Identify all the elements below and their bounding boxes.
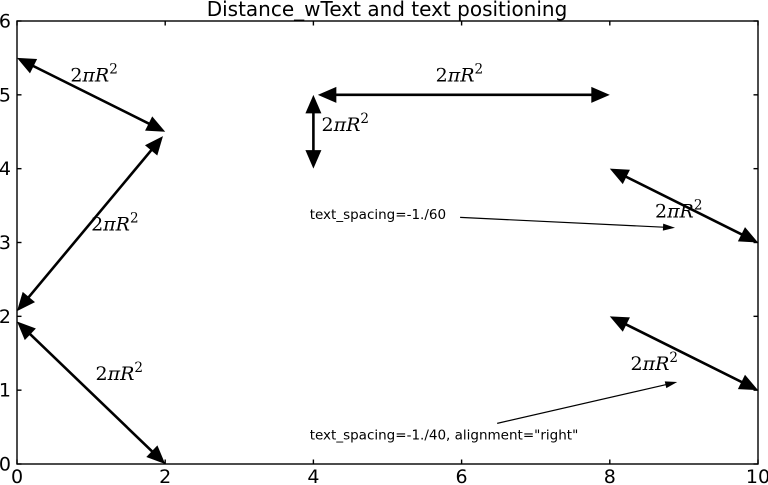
x-tick-label: 6 (456, 466, 468, 485)
y-tick-label: 5 (0, 84, 11, 106)
arrowhead-end (737, 227, 758, 243)
annotation-arrow-shaft (497, 383, 669, 424)
axes-frame (16, 20, 759, 465)
arrow-shaft (26, 330, 156, 455)
y-ticks: 0 1 2 3 4 5 6 (0, 11, 758, 476)
annotation-spacing-40: text_spacing=-1./40, alignment="right" (310, 381, 678, 444)
x-tick-label: 4 (307, 466, 319, 485)
arrowhead-start (317, 86, 337, 103)
distance-label: 2πR2 (655, 197, 702, 222)
arrowhead-start (305, 94, 322, 114)
distance-label: 2πR2 (70, 62, 117, 87)
arrowhead-end (305, 150, 322, 169)
distance-label: 2πR2 (436, 62, 483, 87)
chart-title: Distance_wText and text positioning (207, 0, 568, 21)
y-tick-label: 3 (0, 232, 11, 254)
y-tick-label: 0 (0, 454, 11, 476)
arrow-shaft (622, 321, 746, 385)
y-tick-label: 1 (0, 380, 11, 402)
arrow-left-top: 2πR2 (17, 57, 166, 132)
arrowhead-end (146, 445, 166, 464)
x-ticks: 0 2 4 6 8 10 (11, 21, 768, 485)
x-tick-label: 0 (11, 466, 23, 485)
y-tick-label: 4 (0, 158, 11, 180)
arrow-horizontal: 2πR2 (317, 62, 610, 103)
y-tick-label: 6 (0, 11, 11, 33)
distance-label: 2πR2 (91, 211, 138, 236)
y-tick-label: 2 (0, 306, 11, 328)
arrow-shaft (25, 146, 155, 301)
arrowhead-start (17, 321, 36, 341)
arrowhead-start (609, 316, 630, 332)
arrow-shaft (622, 173, 746, 238)
annotation-spacing-60: text_spacing=-1./60 (310, 207, 676, 231)
arrowhead-start (17, 57, 38, 74)
distance-label: 2πR2 (322, 111, 369, 136)
annotation-label: text_spacing=-1./60 (310, 207, 446, 223)
distance-label: 2πR2 (96, 360, 143, 385)
arrow-shaft (29, 63, 153, 127)
annotation-arrow-shaft (460, 216, 667, 228)
x-tick-label: 2 (159, 466, 171, 485)
annotation-arrowhead (662, 223, 676, 231)
x-tick-label: 10 (746, 466, 768, 485)
plot-area: 0 2 4 6 8 10 0 1 2 3 4 5 6 2πR2 2πR2 2πR2 2πR2 2πR2 2πR2 2π… (0, 11, 768, 485)
annotation-label: text_spacing=-1./40, alignment="right" (310, 428, 579, 444)
arrow-left-middle: 2πR2 (17, 136, 163, 312)
annotation-arrowhead (664, 381, 678, 389)
arrowhead-end (17, 291, 35, 312)
arrow-left-bottom: 2πR2 (17, 321, 166, 464)
distance-label: 2πR2 (631, 350, 678, 375)
arrowhead-end (591, 86, 610, 103)
arrow-vertical: 2πR2 (305, 94, 369, 169)
x-tick-label: 8 (604, 466, 616, 485)
arrowhead-end (737, 374, 758, 391)
arrowhead-end (145, 116, 166, 132)
arrowhead-start (609, 168, 630, 185)
arrow-right-upper: 2πR2 (609, 168, 758, 243)
arrow-right-lower: 2πR2 (609, 316, 758, 391)
arrowhead-start (144, 136, 163, 156)
